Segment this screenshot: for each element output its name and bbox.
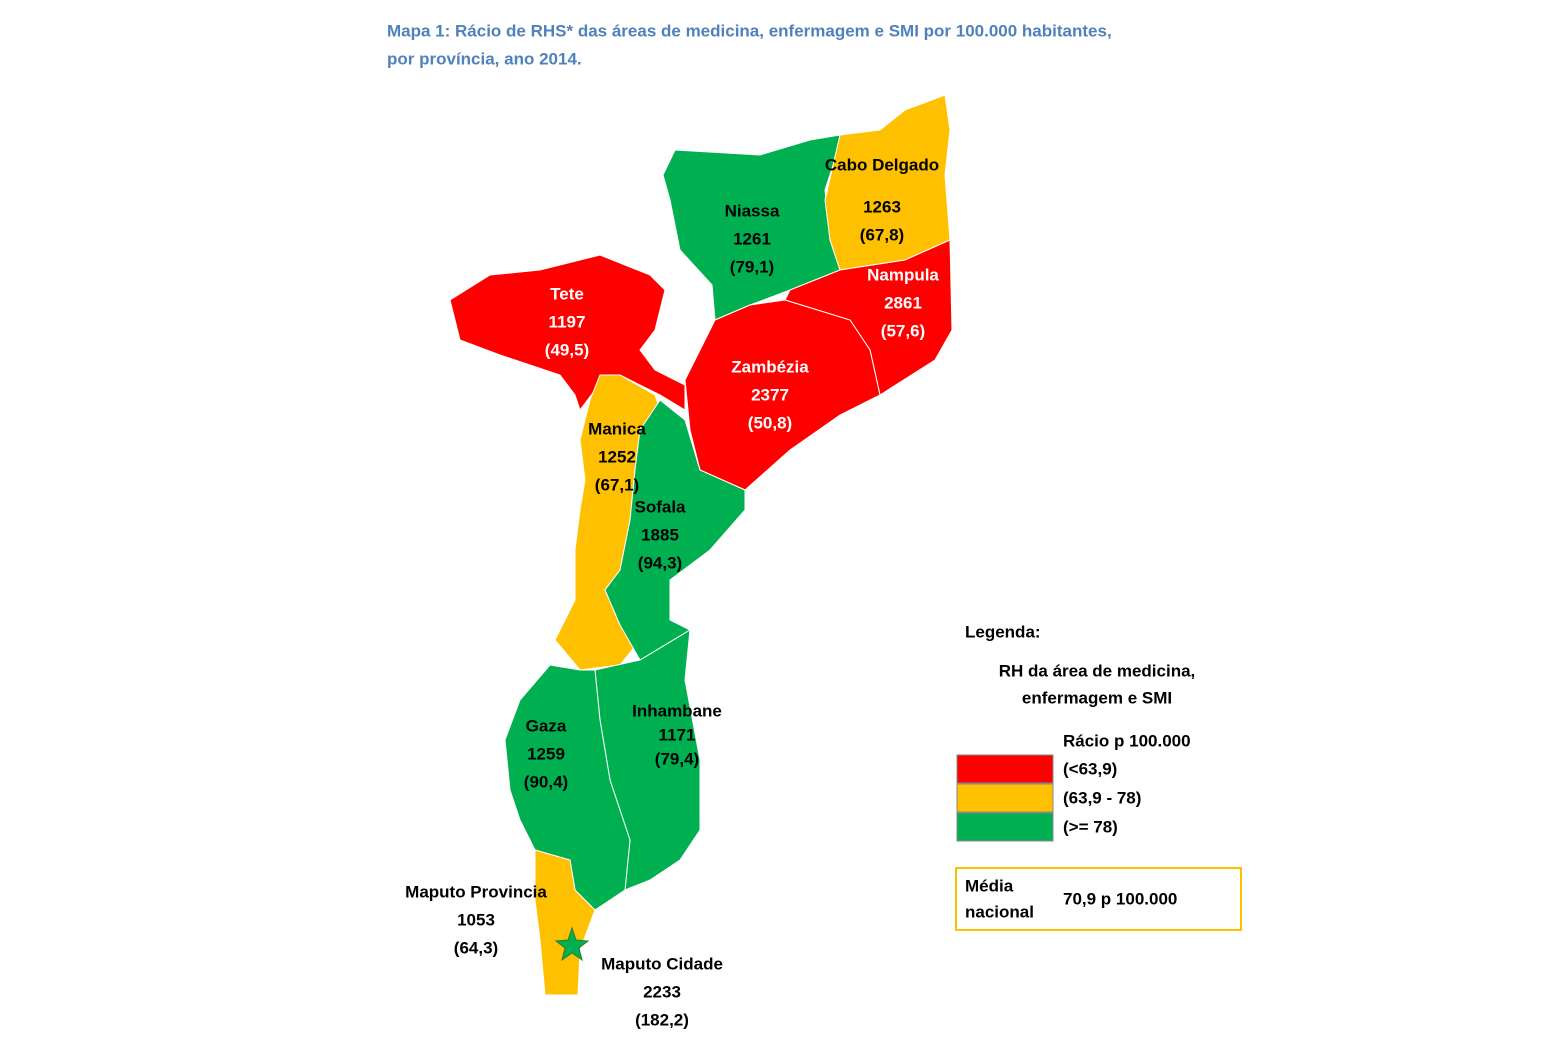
- province-ratio: (79,4): [655, 749, 699, 768]
- province-count: 2377: [751, 385, 789, 404]
- legend-header: Rácio p 100.000: [1063, 731, 1191, 750]
- province-name: Sofala: [634, 497, 686, 516]
- legend-label: (>= 78): [1063, 817, 1118, 836]
- province-count: 1053: [457, 910, 495, 929]
- province-name: Tete: [550, 284, 584, 303]
- province-name: Cabo Delgado: [825, 155, 939, 174]
- province: [824, 94, 951, 271]
- title: Mapa 1: Rácio de RHS* das áreas de medic…: [387, 21, 1112, 40]
- province: [449, 254, 686, 412]
- province-ratio: (50,8): [748, 413, 792, 432]
- province-count: 1263: [863, 197, 901, 216]
- legend-label: (<63,9): [1063, 759, 1117, 778]
- province-count: 2861: [884, 293, 922, 312]
- legend-swatch: [956, 783, 1054, 813]
- legend-swatch: [956, 754, 1054, 784]
- province-ratio: (67,1): [595, 475, 639, 494]
- province-ratio: (94,3): [638, 553, 682, 572]
- province-ratio: (79,1): [730, 257, 774, 276]
- province-name: Manica: [588, 419, 646, 438]
- province: [534, 849, 596, 996]
- province-count: 1252: [598, 447, 636, 466]
- province-name: Nampula: [867, 265, 939, 284]
- average-value: 70,9 p 100.000: [1063, 889, 1177, 908]
- province-ratio: (67,8): [860, 225, 904, 244]
- province-count: 1261: [733, 229, 771, 248]
- legend-label: (63,9 - 78): [1063, 788, 1141, 807]
- province-count: 2233: [643, 982, 681, 1001]
- title: por província, ano 2014.: [387, 49, 582, 68]
- average-label: nacional: [965, 902, 1034, 921]
- province-ratio: (90,4): [524, 772, 568, 791]
- province-name: Gaza: [526, 716, 567, 735]
- province-count: 1885: [641, 525, 679, 544]
- province-name: Maputo Cidade: [601, 954, 723, 973]
- province-count: 1259: [527, 744, 565, 763]
- province-name: Niassa: [725, 201, 780, 220]
- province-ratio: (64,3): [454, 938, 498, 957]
- legend-subtitle: RH da área de medicina,: [999, 661, 1196, 680]
- legend-title: Legenda:: [965, 622, 1041, 641]
- average-label: Média: [965, 876, 1014, 895]
- average-box: [955, 867, 1242, 931]
- legend-subtitle: enfermagem e SMI: [1022, 688, 1172, 707]
- province-name: Maputo Provincia: [405, 882, 547, 901]
- province: [684, 299, 881, 491]
- city-star: [554, 926, 590, 962]
- legend-swatch: [956, 812, 1054, 842]
- province-count: 1171: [659, 725, 696, 744]
- province-name: Inhambane: [632, 701, 722, 720]
- province-ratio: (49,5): [545, 340, 589, 359]
- province-ratio: (57,6): [881, 321, 925, 340]
- province-name: Zambézia: [731, 357, 809, 376]
- province-ratio: (182,2): [635, 1010, 689, 1029]
- province-count: 1197: [549, 312, 586, 331]
